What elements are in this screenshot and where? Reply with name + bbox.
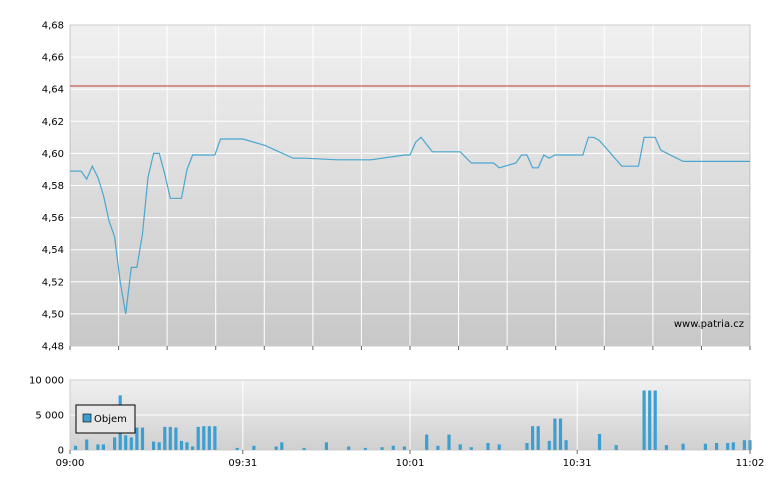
volume-bar xyxy=(547,440,551,450)
price-tick-label: 4,60 xyxy=(42,149,64,160)
volume-bar xyxy=(715,443,719,450)
price-tick-label: 4,48 xyxy=(42,342,64,353)
volume-bar xyxy=(525,443,529,450)
volume-bar xyxy=(458,444,462,450)
price-tick-label: 4,68 xyxy=(42,21,64,32)
volume-bar xyxy=(536,426,540,450)
volume-bar xyxy=(597,433,602,450)
price-tick-label: 4,54 xyxy=(42,245,64,256)
volume-tick-label: 0 xyxy=(58,446,64,457)
volume-bar xyxy=(101,444,105,450)
volume-tick-label: 10 000 xyxy=(29,376,64,387)
volume-bar xyxy=(558,418,563,450)
volume-bar xyxy=(140,427,145,450)
volume-bar xyxy=(425,434,429,450)
volume-bar xyxy=(553,418,557,450)
volume-bar xyxy=(235,447,239,450)
volume-bar xyxy=(174,427,178,450)
volume-bar xyxy=(391,445,395,450)
volume-x-axis: 09:00 09:31 10:01 10:31 11:02 xyxy=(56,450,765,469)
volume-bar xyxy=(469,447,473,450)
volume-bar xyxy=(207,426,211,450)
volume-bar xyxy=(614,445,618,450)
volume-bar xyxy=(179,440,184,450)
volume-bar xyxy=(402,446,406,450)
time-tick-label: 11:02 xyxy=(736,458,765,469)
volume-bar xyxy=(486,443,490,450)
volume-tick-label: 5 000 xyxy=(35,411,64,422)
price-x-ticks xyxy=(69,346,751,350)
volume-bar xyxy=(135,427,139,450)
price-tick-label: 4,52 xyxy=(42,277,64,288)
price-tick-label: 4,66 xyxy=(42,53,64,64)
volume-panel: 0 5 000 10 000 09:00 09:31 10:01 10:31 11:02 O… xyxy=(29,376,764,470)
volume-bar xyxy=(380,447,384,450)
price-y-axis: 4,48 4,50 4,52 4,54 4,56 4,58 4,60 4,62 4,64 4,66… xyxy=(42,21,64,353)
volume-bar xyxy=(726,443,730,450)
volume-bar xyxy=(274,446,278,450)
time-tick-label: 10:01 xyxy=(396,458,425,469)
volume-bar xyxy=(681,443,685,450)
volume-bar xyxy=(152,441,156,450)
volume-bar xyxy=(664,445,668,450)
volume-bar xyxy=(653,390,657,450)
volume-bar xyxy=(96,444,100,450)
volume-bar xyxy=(113,437,117,450)
price-line xyxy=(70,136,750,315)
volume-bar xyxy=(157,442,161,450)
volume-bar xyxy=(447,434,451,450)
volume-bar xyxy=(213,426,217,450)
time-tick-label: 09:31 xyxy=(228,458,257,469)
price-tick-label: 4,64 xyxy=(42,85,64,96)
price-tick-label: 4,50 xyxy=(42,309,64,320)
volume-bar xyxy=(129,437,133,450)
volume-bar xyxy=(642,390,646,450)
volume-bar xyxy=(202,426,206,450)
volume-bar xyxy=(497,444,501,450)
legend-label: Objem xyxy=(94,414,127,425)
volume-bar xyxy=(324,442,328,450)
volume-y-axis: 0 5 000 10 000 xyxy=(29,376,64,457)
volume-bar xyxy=(531,426,535,450)
volume-bar xyxy=(85,439,89,450)
time-tick-label: 09:00 xyxy=(56,458,85,469)
volume-bar xyxy=(731,442,735,450)
legend: Objem xyxy=(75,404,136,434)
price-panel: 4,48 4,50 4,52 4,54 4,56 4,58 4,60 4,62 4,64 4,66… xyxy=(42,21,751,353)
legend-swatch xyxy=(82,413,92,423)
watermark-text: www.patria.cz xyxy=(674,319,744,330)
volume-bar xyxy=(168,426,172,450)
price-tick-label: 4,62 xyxy=(42,117,64,128)
volume-bar xyxy=(347,446,351,450)
volume-bar xyxy=(302,447,306,450)
price-tick-label: 4,58 xyxy=(42,181,64,192)
volume-bar xyxy=(191,446,195,450)
volume-bar xyxy=(185,442,189,450)
volume-bar xyxy=(74,445,78,450)
volume-bar xyxy=(703,443,707,450)
volume-bar xyxy=(252,445,256,450)
volume-bar xyxy=(280,442,284,450)
price-tick-label: 4,56 xyxy=(42,213,64,224)
volume-bar xyxy=(124,435,128,450)
volume-bar xyxy=(363,447,367,450)
volume-bar xyxy=(163,426,167,450)
volume-bar xyxy=(196,426,200,450)
volume-bar xyxy=(742,440,746,450)
volume-bar xyxy=(436,445,440,450)
volume-bar xyxy=(564,440,568,450)
volume-bar xyxy=(648,390,652,450)
time-tick-label: 10:31 xyxy=(563,458,592,469)
